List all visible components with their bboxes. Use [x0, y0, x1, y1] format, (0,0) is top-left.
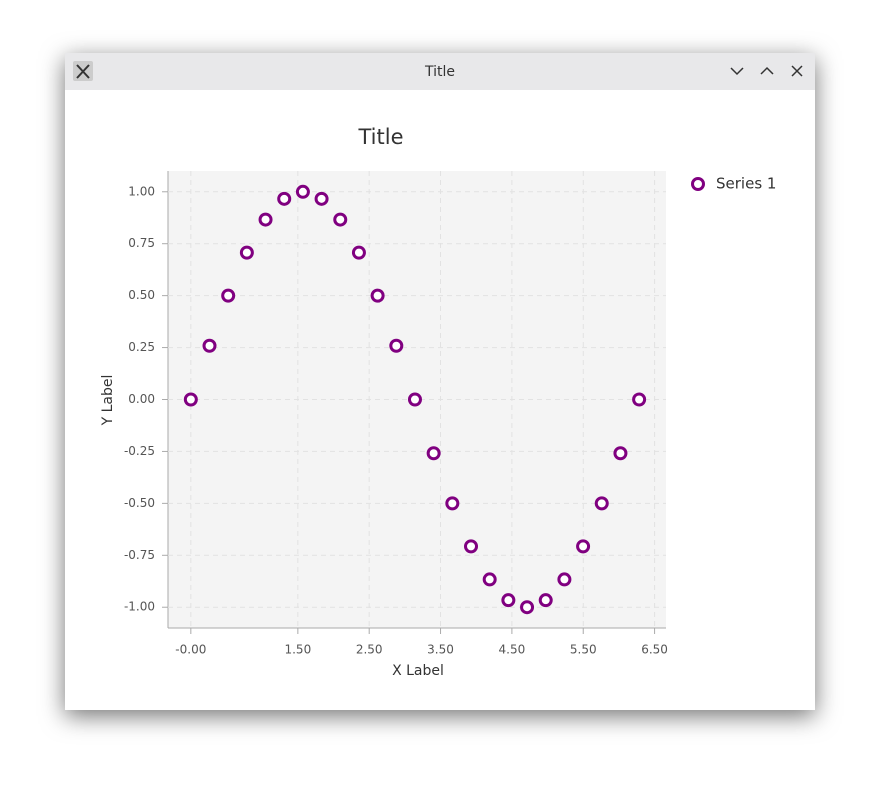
x-tick-label: 1.50 [284, 643, 311, 657]
scatter-point [258, 212, 273, 227]
scatter-point [389, 338, 404, 353]
scatter-point [351, 245, 366, 260]
scatter-point [426, 446, 441, 461]
scatter-point [333, 212, 348, 227]
x-axis-label: X Label [392, 663, 444, 679]
x-tick-label: 2.50 [356, 643, 383, 657]
minimize-button[interactable] [730, 67, 744, 76]
scatter-point [594, 496, 609, 511]
legend-marker [691, 177, 705, 191]
scatter-point [520, 600, 535, 615]
scatter-point [613, 446, 628, 461]
scatter-point [183, 392, 198, 407]
legend-label: Series 1 [716, 175, 776, 193]
y-tick-label: 0.50 [128, 288, 155, 302]
scatter-point [501, 593, 516, 608]
y-tick-label: 0.25 [128, 340, 155, 354]
maximize-button[interactable] [760, 66, 774, 75]
app-icon-x [76, 64, 90, 79]
scatter-point [370, 288, 385, 303]
scatter-point [221, 288, 236, 303]
y-tick-label: 1.00 [128, 184, 155, 198]
y-tick-label: 0.00 [128, 392, 155, 406]
scatter-point [632, 392, 647, 407]
scatter-point [202, 338, 217, 353]
y-tick-label: -1.00 [124, 600, 155, 614]
x-tick-label: 4.50 [499, 643, 526, 657]
scatter-point [407, 392, 422, 407]
y-tick-label: -0.25 [124, 444, 155, 458]
x-tick-label: -0.00 [175, 643, 206, 657]
scatter-point [445, 496, 460, 511]
y-tick-label: 0.75 [128, 236, 155, 250]
scatter-point [277, 191, 292, 206]
x-tick-label: 3.50 [427, 643, 454, 657]
scatter-point [576, 539, 591, 554]
scatter-point [239, 245, 254, 260]
scatter-point [464, 539, 479, 554]
y-axis-label: Y Label [100, 375, 116, 427]
y-tick-label: -0.50 [124, 496, 155, 510]
window-title: Title [424, 64, 455, 80]
scatter-point [538, 593, 553, 608]
chart-title: Title [357, 125, 403, 149]
scatter-point [557, 572, 572, 587]
close-button[interactable] [791, 65, 803, 77]
scatter-point [314, 191, 329, 206]
scatter-point [482, 572, 497, 587]
y-tick-label: -0.75 [124, 548, 155, 562]
title-bar [65, 53, 815, 90]
x-tick-label: 5.50 [570, 643, 597, 657]
scatter-point [295, 184, 310, 199]
x-tick-label: 6.50 [641, 643, 668, 657]
